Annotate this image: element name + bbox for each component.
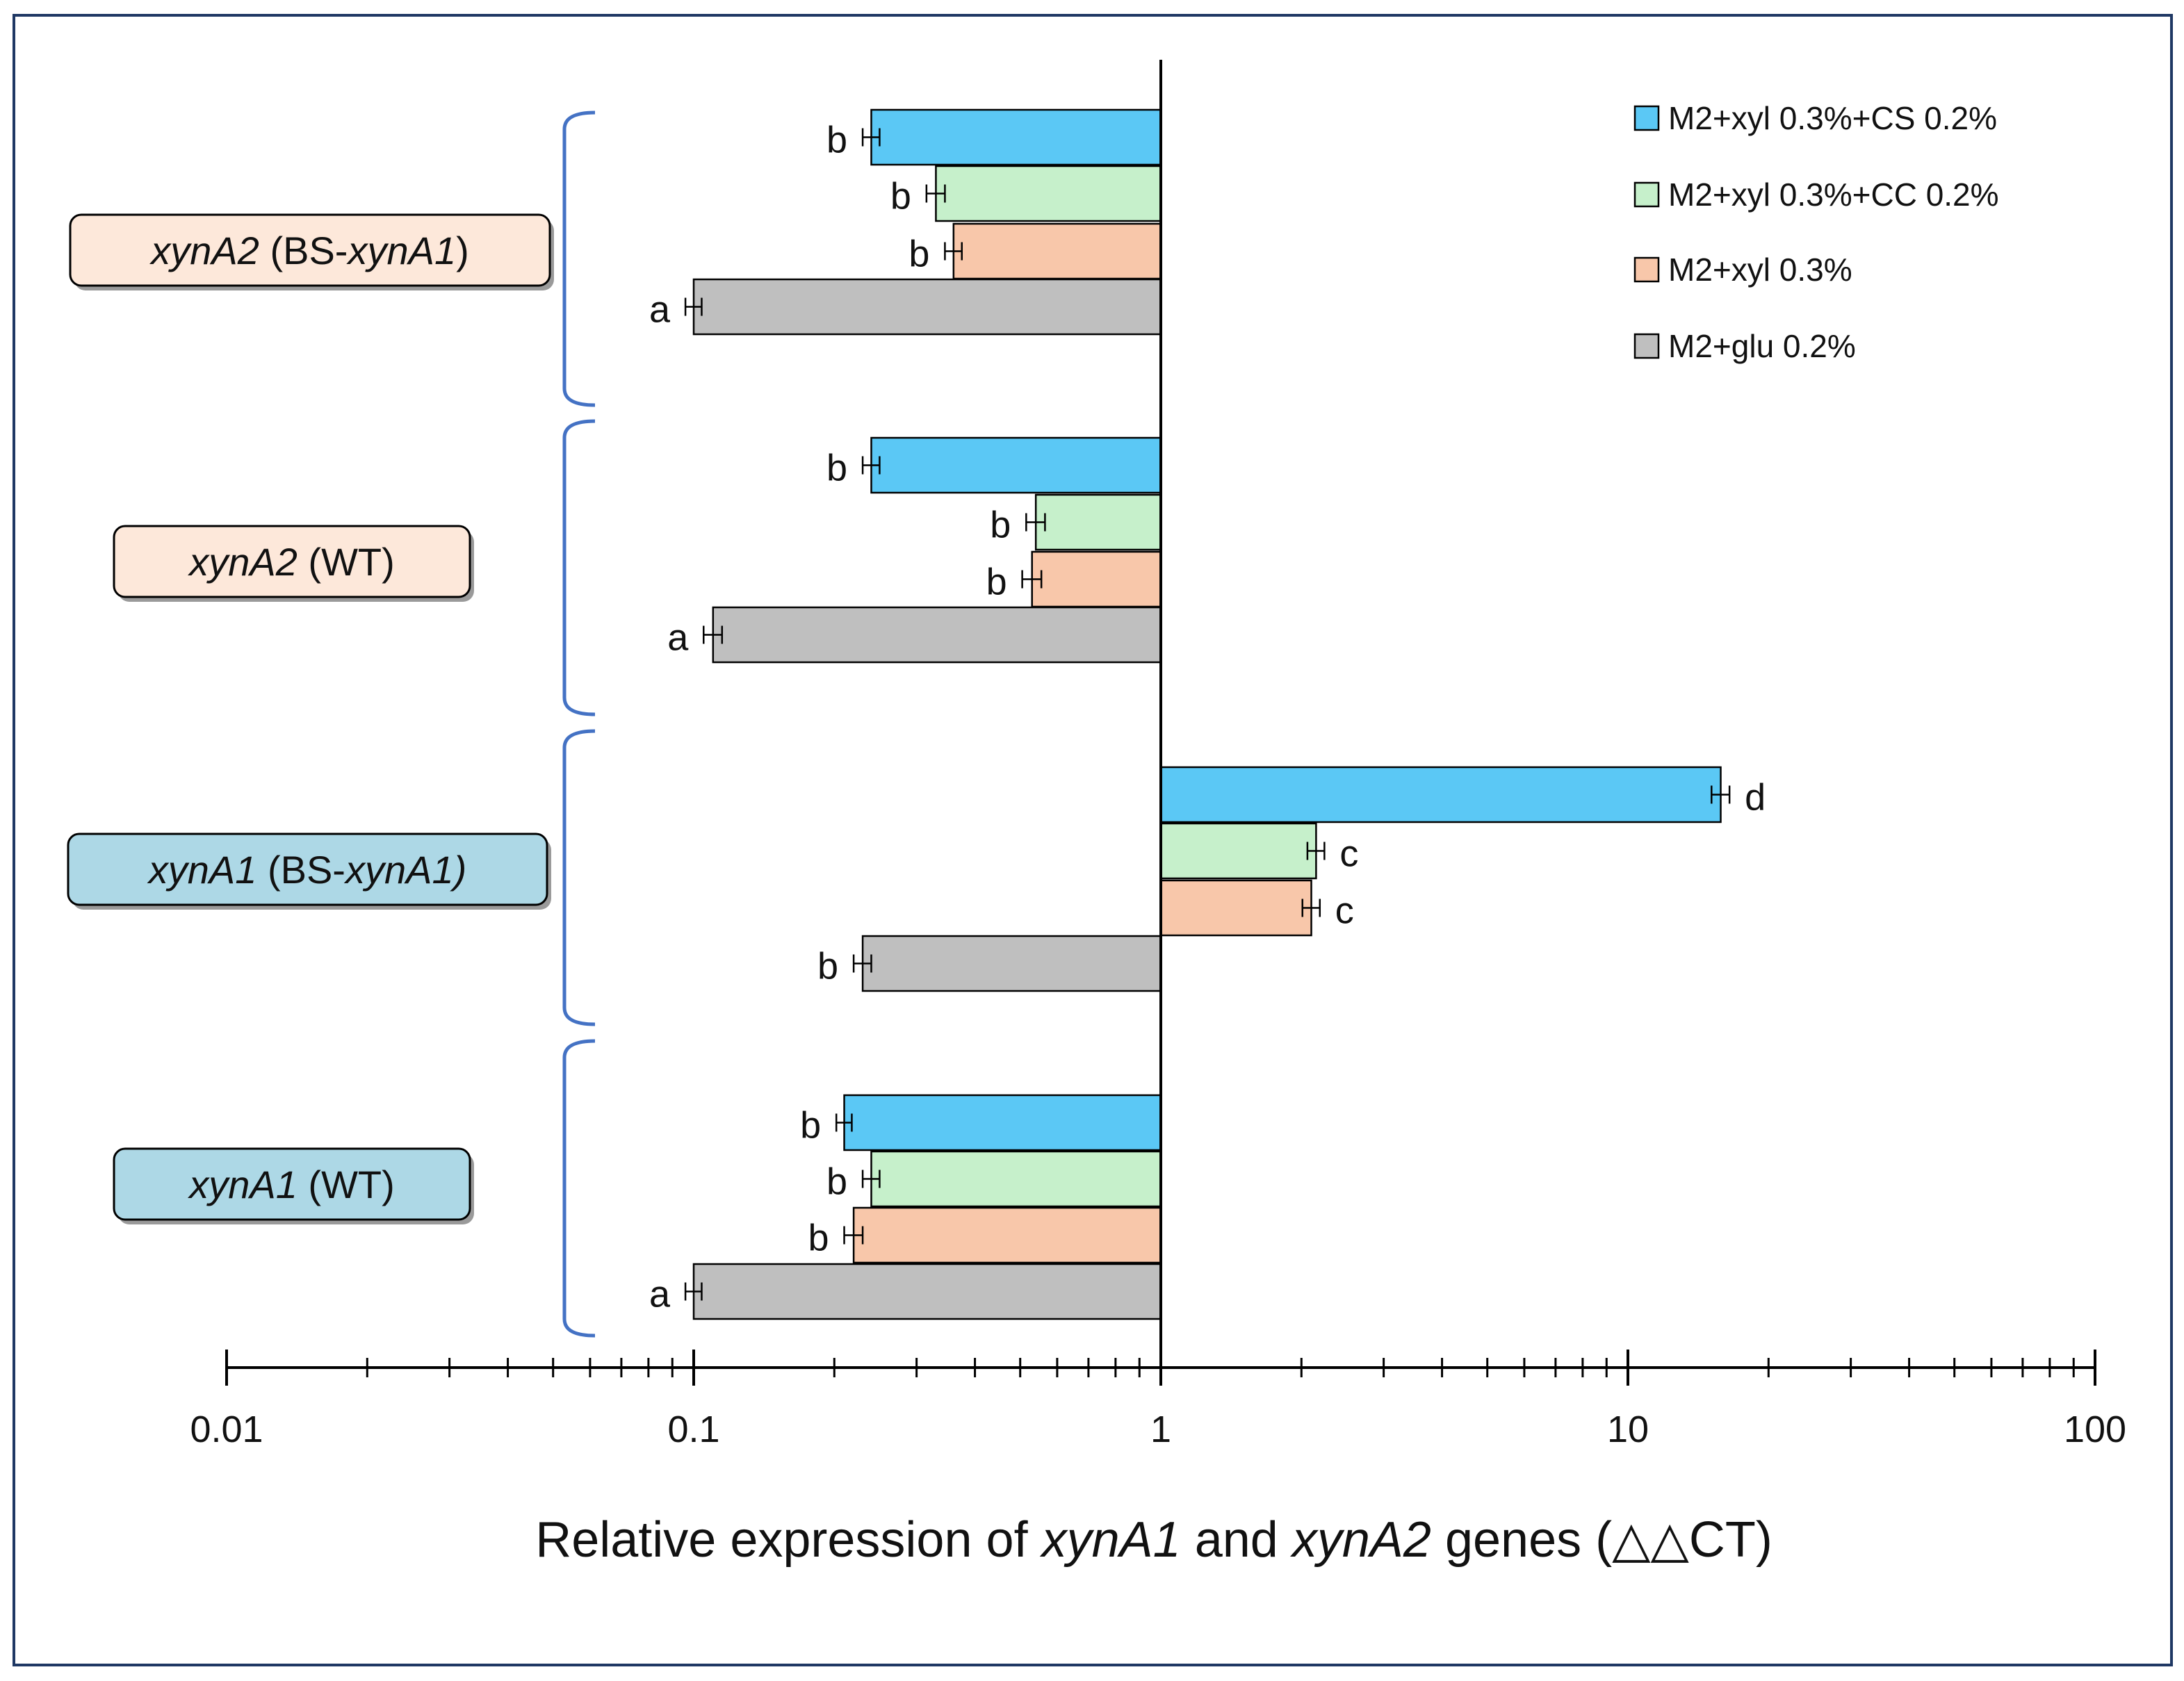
bar <box>952 222 1162 280</box>
error-bar <box>843 1226 864 1245</box>
error-bar <box>1711 785 1731 804</box>
legend-swatch <box>1633 181 1660 208</box>
significance-letter: b <box>800 1105 821 1147</box>
significance-letter: b <box>817 946 838 987</box>
group-label: xynA2 (BS-xynA1) <box>149 229 469 272</box>
group-bracket <box>562 729 596 1026</box>
legend-swatch <box>1633 333 1660 359</box>
x-tick-label: 0.1 <box>667 1409 719 1450</box>
legend-item: M2+xyl 0.3%+CS 0.2% <box>1633 100 1997 136</box>
group-bracket <box>562 110 596 407</box>
bars <box>692 108 1722 1320</box>
error-bar <box>925 184 946 203</box>
bar <box>935 165 1162 222</box>
group-bracket <box>562 1039 596 1338</box>
error-bar <box>702 625 724 644</box>
group-bracket <box>562 419 596 716</box>
legend-label: M2+xyl 0.3% <box>1668 252 1852 288</box>
legend: M2+xyl 0.3%+CS 0.2% M2+xyl 0.3%+CC 0.2% M2… <box>1633 100 1999 364</box>
bar <box>870 436 1162 494</box>
error-bar <box>1021 570 1043 589</box>
significance-letter: b <box>986 561 1007 603</box>
significance-letter: a <box>649 1274 671 1315</box>
bar <box>1031 550 1162 608</box>
error-bars <box>684 128 1731 1301</box>
significance-letter: b <box>826 120 847 161</box>
bar <box>692 1263 1162 1320</box>
bar <box>870 108 1162 166</box>
x-tick-label: 100 <box>2064 1409 2126 1450</box>
legend-label: M2+glu 0.2% <box>1668 328 1856 364</box>
significance-letter: b <box>826 448 847 489</box>
bar <box>692 278 1162 336</box>
significance-letter: d <box>1745 777 1766 819</box>
bar <box>1159 879 1312 937</box>
group-label: xynA2 (WT) <box>187 540 395 584</box>
error-bar <box>861 128 881 147</box>
error-bar <box>1301 899 1321 917</box>
bar <box>861 935 1162 992</box>
legend-item: M2+xyl 0.3%+CC 0.2% <box>1633 177 1999 213</box>
error-bar <box>1306 842 1326 860</box>
legend-label: M2+xyl 0.3%+CS 0.2% <box>1668 100 1997 136</box>
bar <box>1159 766 1722 823</box>
significance-letter: c <box>1339 833 1358 875</box>
group-label-box <box>113 1147 471 1221</box>
group-brackets <box>562 110 596 1338</box>
significance-letter: c <box>1335 890 1354 932</box>
bar <box>1159 822 1317 880</box>
error-bar <box>684 297 703 316</box>
error-bar <box>835 1113 853 1132</box>
legend-item: M2+xyl 0.3% <box>1633 252 1852 288</box>
bar <box>852 1206 1162 1264</box>
error-bar <box>861 456 881 475</box>
x-tick-label: 10 <box>1607 1409 1649 1450</box>
x-tick-label: 0.01 <box>190 1409 263 1450</box>
group-label-box <box>69 213 551 287</box>
significance-letter: b <box>990 505 1011 546</box>
legend-label: M2+xyl 0.3%+CC 0.2% <box>1668 177 1999 213</box>
x-axis: 0.01 0.1 1 10 100 <box>190 60 2126 1450</box>
significance-letter: a <box>667 617 689 659</box>
x-tick-label: 1 <box>1150 1409 1171 1450</box>
bar <box>870 1150 1162 1208</box>
bar <box>1034 493 1162 551</box>
legend-swatch <box>1633 256 1660 283</box>
group-label: xynA1 (WT) <box>187 1163 395 1206</box>
group-label-box <box>67 833 548 906</box>
significance-letter: a <box>649 289 671 331</box>
group-label: xynA1 (BS-xynA1) <box>147 848 467 892</box>
bar <box>712 606 1162 664</box>
significance-letter: b <box>908 233 929 275</box>
significance-letter: b <box>890 176 911 218</box>
error-bar <box>861 1170 881 1188</box>
x-axis-title: Relative expression of xynA1 and xynA2 g… <box>535 1512 1773 1568</box>
significance-letter: b <box>808 1217 829 1259</box>
error-bar <box>1025 513 1046 532</box>
legend-swatch <box>1633 105 1660 131</box>
error-bar <box>852 954 872 973</box>
bar <box>843 1094 1162 1151</box>
significance-letter: b <box>826 1161 847 1203</box>
group-labels: xynA2 (BS-xynA1) xynA2 (WT) xynA1 (BS-xynA… <box>67 213 554 1224</box>
group-label-box <box>113 525 471 598</box>
error-bar <box>684 1282 703 1301</box>
error-bar <box>944 242 963 261</box>
legend-item: M2+glu 0.2% <box>1633 328 1856 364</box>
